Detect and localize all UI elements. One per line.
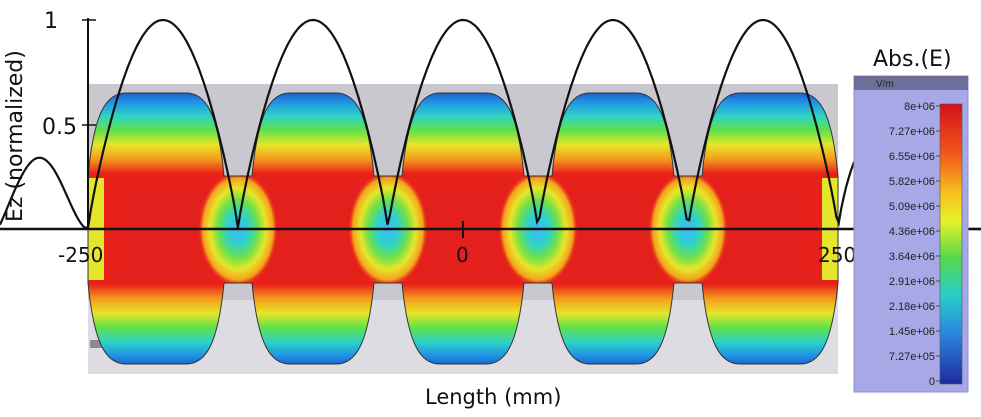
colorbar-tick-label: 4.36e+06 (889, 226, 935, 238)
colorbar-tick-label: 5.82e+06 (889, 176, 935, 188)
y-tick-label-1: 1 (44, 9, 58, 34)
colorbar-tick-label: 1.45e+06 (889, 326, 935, 338)
cavity-outline (87, 92, 839, 365)
colorbar-tick-label: 7.27e+05 (889, 351, 935, 363)
x-axis-label: Length (mm) (425, 385, 561, 409)
ez-curve (0, 18, 981, 231)
colorbar-tick-label: 2.91e+06 (889, 276, 935, 288)
x-tick-label-250: 250 (818, 243, 856, 267)
colorbar: Abs.(E) V/m 8e+06 7.27e+06 6.55e+06 5.82e+0… (853, 47, 969, 393)
small-marker (90, 340, 102, 348)
colorbar-header (854, 76, 968, 90)
colorbar-title: Abs.(E) (873, 47, 952, 72)
y-axis-label: Ez (normalized) (3, 50, 28, 222)
y-tick-label-0.5: 0.5 (42, 115, 77, 140)
colorbar-tick-label: 2.18e+06 (889, 301, 935, 313)
colorbar-tick-label: 7.27e+06 (889, 126, 935, 138)
x-tick-label-0: 0 (456, 243, 469, 267)
x-tick-label-neg250: -250 (58, 243, 103, 267)
colorbar-scale (939, 103, 963, 385)
colorbar-tick-label: 3.64e+06 (889, 251, 935, 263)
colorbar-tick-label: 5.09e+06 (889, 201, 935, 213)
colorbar-tick-label: 6.55e+06 (889, 151, 935, 163)
colorbar-tick-label: 8e+06 (904, 101, 935, 113)
colorbar-tick-label: 0 (929, 376, 935, 388)
colorbar-unit: V/m (876, 79, 894, 90)
